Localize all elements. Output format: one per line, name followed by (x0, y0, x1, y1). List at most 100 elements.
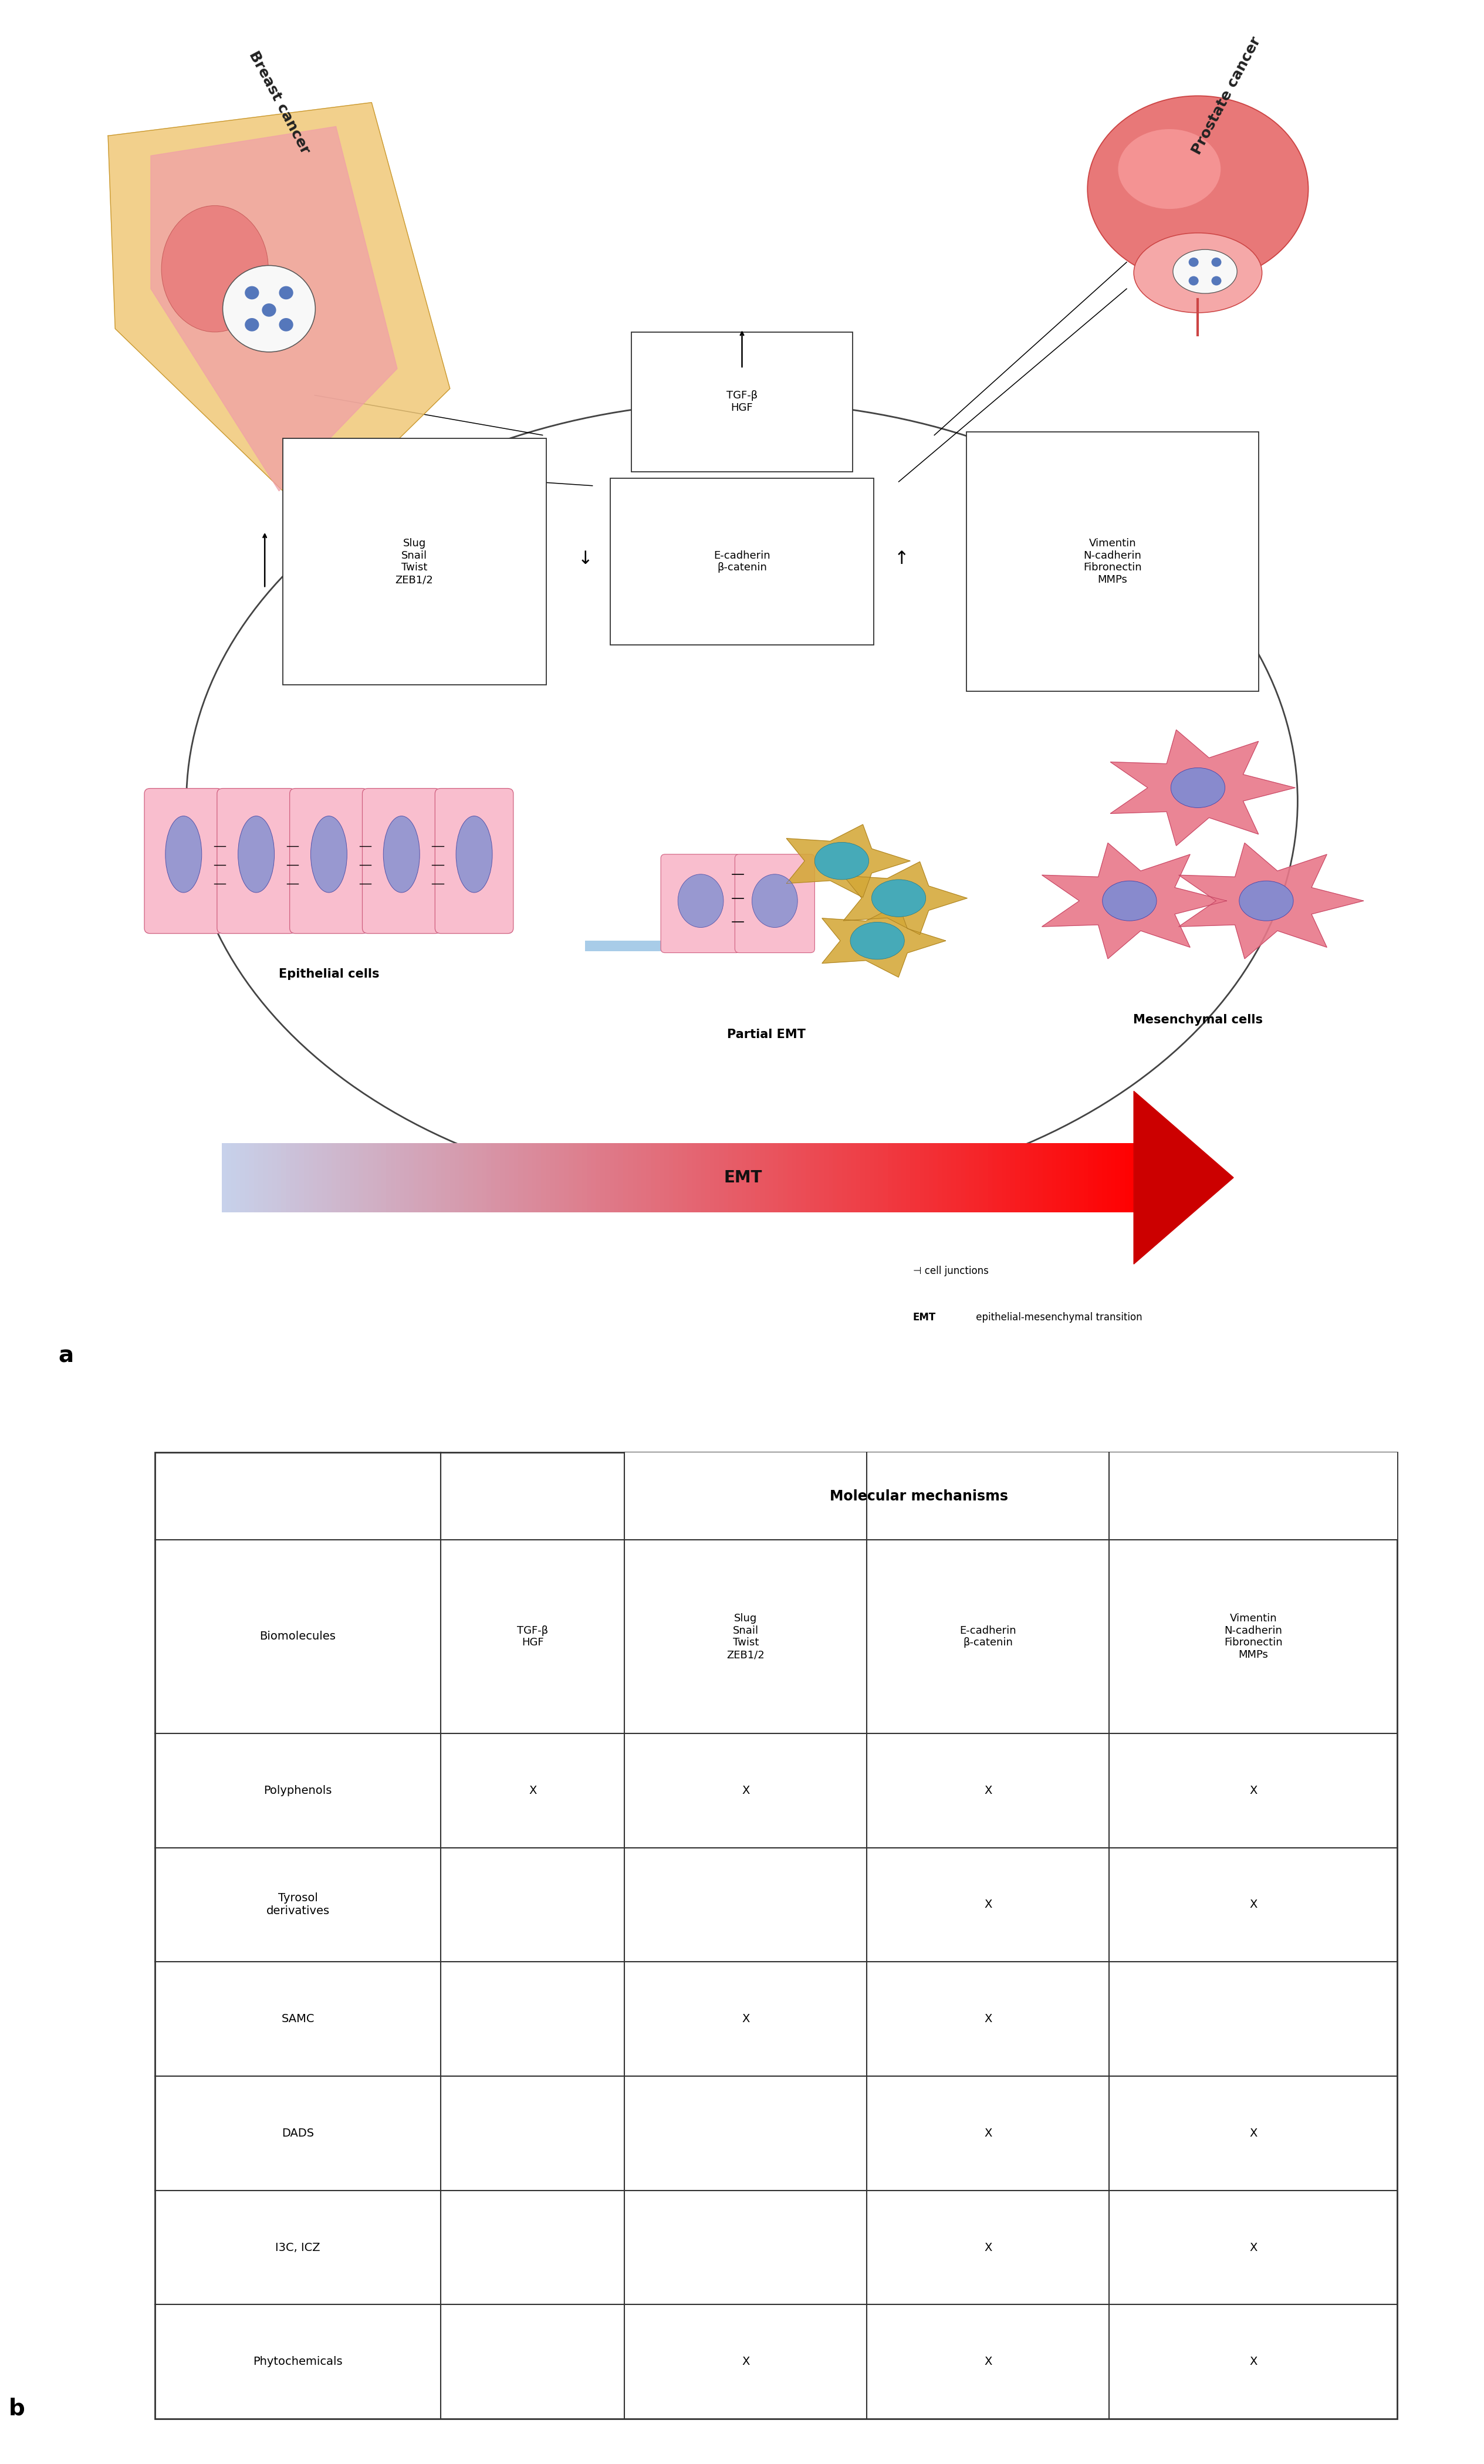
Bar (988, 1143, 993, 1212)
Bar (364, 1143, 368, 1212)
Bar (650, 1143, 654, 1212)
FancyBboxPatch shape (144, 788, 223, 934)
Bar (870, 1143, 874, 1212)
Bar (245, 1143, 249, 1212)
Bar (714, 1143, 718, 1212)
Bar (272, 1143, 276, 1212)
Bar (623, 1143, 628, 1212)
Bar (841, 1143, 846, 1212)
Bar (276, 1143, 282, 1212)
Bar (700, 1143, 705, 1212)
Bar (258, 1143, 263, 1212)
Bar (463, 1143, 467, 1212)
Ellipse shape (310, 816, 347, 892)
Bar (1109, 1454, 1398, 1540)
Bar (910, 1143, 916, 1212)
Text: a: a (58, 1345, 74, 1368)
Bar (665, 1143, 669, 1212)
Ellipse shape (1103, 882, 1156, 922)
Bar (418, 1143, 423, 1212)
Bar (1057, 1143, 1061, 1212)
Bar (223, 1143, 227, 1212)
Text: Vimentin
N-cadherin
Fibronectin
MMPs: Vimentin N-cadherin Fibronectin MMPs (1224, 1614, 1282, 1661)
Bar (500, 1143, 505, 1212)
Bar (359, 1143, 364, 1212)
Bar (782, 1143, 788, 1212)
Bar (751, 1143, 755, 1212)
Bar (874, 1143, 879, 1212)
Bar (478, 1143, 482, 1212)
Bar (577, 1143, 582, 1212)
Bar (683, 1143, 687, 1212)
Bar (1011, 1143, 1015, 1212)
Text: Molecular mechanisms: Molecular mechanisms (830, 1488, 1008, 1503)
Text: Epithelial cells: Epithelial cells (279, 968, 380, 981)
Polygon shape (787, 825, 910, 897)
Bar (318, 1143, 322, 1212)
Bar (355, 1143, 359, 1212)
Bar (482, 1143, 487, 1212)
Bar (828, 1143, 833, 1212)
Bar (559, 1143, 564, 1212)
Ellipse shape (1239, 882, 1294, 922)
Bar (1116, 1143, 1120, 1212)
Bar (1002, 1143, 1006, 1212)
Bar (729, 1143, 733, 1212)
FancyBboxPatch shape (966, 431, 1258, 692)
Bar (1006, 1143, 1011, 1212)
Text: X: X (1250, 1900, 1257, 1910)
Bar (764, 1143, 769, 1212)
Bar (513, 1143, 518, 1212)
Bar (1074, 1143, 1079, 1212)
Bar (974, 1143, 979, 1212)
Bar (614, 1143, 619, 1212)
Bar (916, 1143, 920, 1212)
Text: Prostate cancer: Prostate cancer (1189, 34, 1263, 158)
Bar (491, 1143, 496, 1212)
Polygon shape (1110, 729, 1296, 845)
Bar (947, 1143, 951, 1212)
FancyBboxPatch shape (632, 333, 852, 471)
Bar (591, 1143, 597, 1212)
Text: X: X (984, 2356, 991, 2368)
Bar (386, 1143, 390, 1212)
Bar (960, 1143, 965, 1212)
Bar (724, 1143, 729, 1212)
Text: Biomolecules: Biomolecules (260, 1631, 335, 1641)
Bar (1097, 1143, 1101, 1212)
Bar (951, 1143, 956, 1212)
Bar (819, 1143, 824, 1212)
Bar (619, 1143, 623, 1212)
Bar (1052, 1143, 1057, 1212)
Bar (291, 1143, 295, 1212)
Bar (696, 1143, 700, 1212)
Text: ↓: ↓ (577, 549, 592, 567)
Bar (1120, 1143, 1125, 1212)
Bar (920, 1143, 925, 1212)
Text: E-cadherin
β-catenin: E-cadherin β-catenin (960, 1626, 1017, 1648)
FancyBboxPatch shape (289, 788, 368, 934)
Bar (236, 1143, 240, 1212)
Bar (295, 1143, 300, 1212)
Bar (322, 1143, 326, 1212)
Text: EMT: EMT (913, 1311, 936, 1323)
Bar (1020, 1143, 1024, 1212)
Bar (282, 1143, 286, 1212)
Ellipse shape (1117, 128, 1221, 209)
Text: X: X (528, 1784, 537, 1796)
Bar (390, 1143, 395, 1212)
Bar (432, 1143, 436, 1212)
Bar (586, 1143, 591, 1212)
Bar (267, 1143, 272, 1212)
Text: X: X (1250, 1784, 1257, 1796)
Bar (979, 1143, 984, 1212)
Bar (984, 1143, 988, 1212)
Text: Vimentin
N-cadherin
Fibronectin
MMPs: Vimentin N-cadherin Fibronectin MMPs (1083, 537, 1141, 584)
Text: E-cadherin
β-catenin: E-cadherin β-catenin (714, 549, 770, 574)
Bar (410, 1143, 414, 1212)
Text: Partial EMT: Partial EMT (727, 1027, 806, 1040)
Text: TGF-β
HGF: TGF-β HGF (726, 389, 758, 414)
Bar (454, 1143, 459, 1212)
Bar (792, 1143, 797, 1212)
Text: X: X (1250, 2242, 1257, 2252)
